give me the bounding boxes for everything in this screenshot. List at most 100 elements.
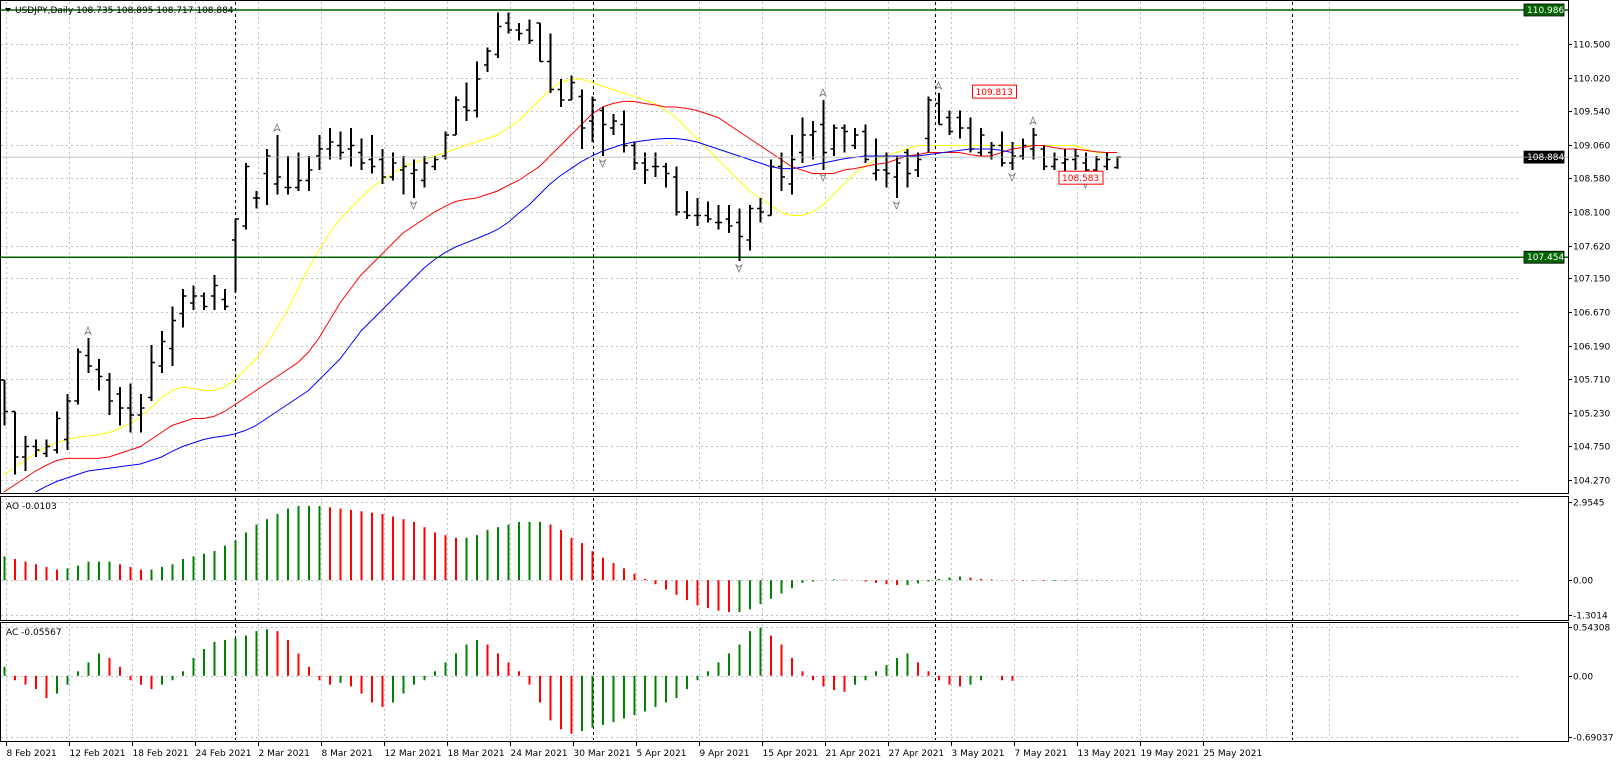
fractal-down-arrow — [819, 172, 827, 183]
chart-header[interactable]: USDJPY,Daily 108.735 108.895 108.717 108… — [5, 6, 234, 16]
time-tick-label: 18 Mar 2021 — [448, 749, 505, 759]
fractal-up-arrow — [84, 325, 92, 336]
ohlc-bar — [148, 345, 155, 401]
ohlc-bar — [326, 128, 334, 160]
ohlc-bar — [232, 218, 239, 293]
price-tick-label: 105.710 — [1573, 376, 1610, 386]
time-tick-label: 15 Apr 2021 — [763, 749, 819, 759]
price-tick-label: 110.500 — [1573, 41, 1610, 51]
ohlc-bar — [631, 142, 638, 170]
fractal-up-arrow — [934, 80, 943, 91]
ao-histogram — [3, 505, 1108, 613]
time-tick-label: 19 May 2021 — [1141, 749, 1200, 759]
ohlc-bar — [809, 121, 817, 160]
horizontal-levels[interactable] — [1, 9, 1568, 258]
ohlc-bar — [998, 131, 1006, 167]
ohlc-bar — [610, 114, 617, 135]
ohlc-bar — [64, 394, 71, 450]
ohlc-bar — [484, 47, 491, 72]
ohlc-bar — [841, 124, 848, 153]
ohlc-bar — [421, 156, 428, 188]
ohlc-bar — [778, 152, 785, 191]
price-annotation: 108.583 — [1058, 170, 1104, 185]
ohlc-bar — [1, 379, 8, 426]
ohlc-bar — [715, 205, 722, 230]
ohlc-bar — [85, 338, 92, 373]
ac-panel-frame — [0, 622, 1569, 742]
symbol-header: USDJPY,Daily 108.735 108.895 108.717 108… — [15, 6, 234, 16]
ohlc-bar — [977, 128, 985, 156]
ohlc-bar — [673, 166, 680, 216]
ohlc-bar — [757, 198, 764, 223]
ohlc-bar — [368, 135, 376, 174]
time-axis: 8 Feb 2021 12 Feb 2021 18 Feb 2021 24 Feb 2… — [6, 742, 1262, 759]
ohlc-bar — [431, 156, 439, 170]
ohlc-bar — [400, 156, 407, 195]
price-bars — [1, 12, 1121, 475]
ohlc-bar — [1093, 156, 1100, 174]
ohlc-bar — [526, 19, 533, 44]
level-price-box-text: 110.986 — [1527, 6, 1564, 16]
ac-tick-label: -0.69037 — [1573, 734, 1613, 744]
ohlc-bar — [410, 159, 418, 198]
ohlc-bar — [316, 135, 323, 170]
time-tick-label: 13 May 2021 — [1078, 749, 1137, 759]
price-annotations: 109.813 108.583 — [972, 84, 1104, 185]
time-tick-label: 12 Mar 2021 — [385, 749, 442, 759]
ohlc-bar — [1019, 138, 1027, 160]
ohlc-bar — [872, 138, 880, 181]
dropdown-arrow-icon[interactable] — [5, 8, 11, 12]
ohlc-bar — [358, 138, 365, 170]
ohlc-bar — [1072, 149, 1079, 170]
ao-tick-label: -1.3014 — [1573, 612, 1608, 622]
time-tick-label: 7 May 2021 — [1015, 749, 1068, 759]
ohlc-bar — [305, 156, 313, 191]
ohlc-bar — [1061, 149, 1069, 174]
ohlc-bar — [1009, 142, 1016, 170]
price-axis: 110.500 110.020 109.540 109.060 108.580 108.1… — [1, 3, 1613, 744]
ao-panel-frame — [0, 496, 1569, 621]
ohlc-bar — [284, 156, 292, 195]
price-tick-label: 109.540 — [1573, 108, 1610, 118]
price-tick-label: 104.750 — [1573, 443, 1610, 453]
ohlc-bar — [169, 306, 176, 366]
ohlc-bar — [736, 208, 743, 261]
ohlc-bar — [442, 131, 449, 160]
ohlc-bar — [641, 152, 649, 184]
ohlc-bar — [893, 156, 901, 198]
ohlc-bar — [820, 100, 827, 170]
ohlc-bar — [578, 89, 586, 149]
ohlc-bar — [599, 107, 607, 156]
ohlc-bar — [662, 163, 670, 188]
time-tick-label: 9 Apr 2021 — [700, 749, 750, 759]
ohlc-bar — [127, 383, 134, 433]
ohlc-bar — [1051, 152, 1058, 170]
ohlc-bar — [43, 439, 50, 457]
time-tick-label: 18 Feb 2021 — [133, 749, 189, 759]
ohlc-bar — [767, 159, 775, 217]
ohlc-bar — [32, 439, 40, 457]
grid-layer — [1, 2, 1518, 740]
ohlc-bar — [242, 163, 250, 230]
ohlc-bar — [956, 110, 964, 139]
level-price-box-bg — [1523, 250, 1565, 264]
ohlc-bar — [452, 96, 460, 136]
ac-header: AC -0.05567 — [6, 628, 62, 638]
fractal-up-arrow — [819, 87, 827, 98]
ohlc-bar — [568, 75, 575, 101]
ohlc-bar — [106, 373, 113, 415]
ohlc-bar — [137, 394, 145, 433]
fractal-up-arrow — [1029, 115, 1037, 126]
ohlc-bar — [988, 142, 995, 160]
ao-header: AO -0.0103 — [6, 502, 57, 512]
ohlc-bar — [263, 149, 271, 205]
time-tick-label: 5 Apr 2021 — [637, 749, 687, 759]
ohlc-bar — [935, 93, 943, 126]
time-tick-label: 8 Mar 2021 — [322, 749, 373, 759]
ohlc-bar — [200, 292, 208, 310]
ohlc-bar — [347, 128, 355, 167]
price-tick-label: 109.060 — [1573, 142, 1610, 152]
price-tick-label: 108.580 — [1573, 175, 1610, 185]
fractal-down-arrow — [735, 263, 743, 274]
